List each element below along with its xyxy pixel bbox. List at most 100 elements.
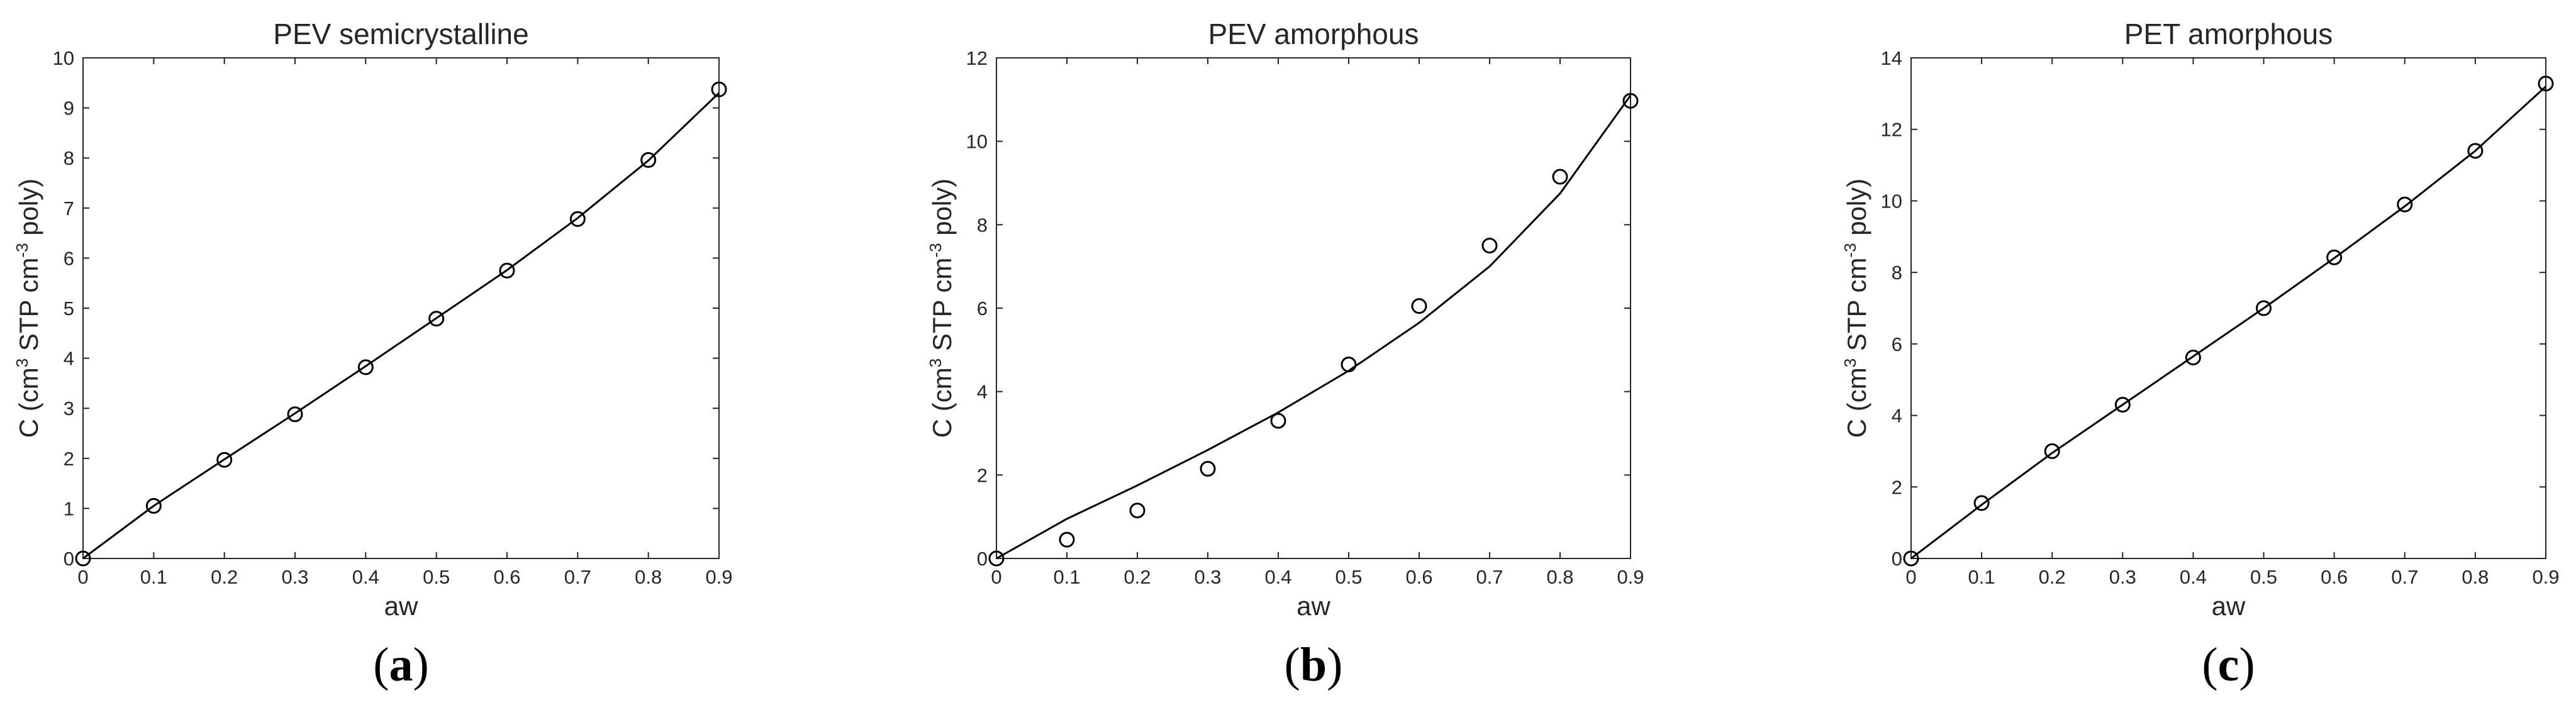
x-tick-label: 0.2	[1124, 566, 1151, 588]
x-tick-label: 0.1	[140, 566, 167, 588]
x-tick-label: 0	[991, 566, 1001, 588]
y-tick-label: 4	[64, 348, 74, 370]
data-point	[1200, 460, 1216, 477]
x-tick-label: 0	[1905, 566, 1916, 588]
y-axis-label: C (cm3 STP cm-3 poly)	[1841, 179, 1871, 438]
x-axis-label: aw	[384, 591, 418, 621]
y-tick-label: 2	[1892, 476, 1902, 498]
x-tick-label: 0.6	[493, 566, 520, 588]
panel-label: (c)	[2202, 638, 2255, 691]
fit-line	[996, 94, 1632, 560]
data-point	[2467, 143, 2484, 159]
x-tick-label: 0.3	[281, 566, 308, 588]
y-tick-label: 4	[1892, 405, 1902, 427]
data-point	[1622, 92, 1639, 109]
data-point	[988, 550, 1005, 567]
x-tick-label: 0.5	[423, 566, 450, 588]
data-point	[1129, 502, 1146, 519]
data-point	[287, 406, 303, 423]
y-tick-label: 10	[966, 131, 988, 153]
y-tick-label: 6	[64, 247, 74, 269]
y-tick-label: 8	[1892, 262, 1902, 284]
x-tick-label: 0.4	[352, 566, 379, 588]
x-tick-label: 0.4	[1264, 566, 1291, 588]
data-point	[1270, 413, 1286, 429]
data-point	[2044, 443, 2060, 459]
plot-frame	[1910, 57, 2546, 559]
y-tick-label: 2	[64, 448, 74, 470]
x-tick-label: 0.4	[2180, 566, 2207, 588]
y-tick-label: 12	[1881, 119, 1902, 141]
x-tick-label: 0.2	[2039, 566, 2066, 588]
data-point	[499, 262, 515, 279]
x-tick-label: 0.1	[1053, 566, 1080, 588]
chart-title: PET amorphous	[2124, 18, 2333, 50]
x-tick-label: 0.2	[211, 566, 238, 588]
data-point	[1552, 169, 1568, 185]
y-tick-label: 0	[64, 548, 74, 570]
x-tick-label: 0	[77, 566, 88, 588]
x-tick-label: 0.3	[2109, 566, 2136, 588]
y-tick-label: 6	[977, 297, 988, 319]
data-point	[640, 152, 657, 168]
y-tick-label: 10	[53, 47, 74, 69]
y-tick-label: 0	[977, 548, 988, 570]
y-tick-label: 9	[64, 97, 74, 119]
x-tick-label: 0.6	[2321, 566, 2348, 588]
data-point	[428, 311, 445, 327]
data-point	[711, 81, 727, 97]
y-tick-label: 2	[977, 464, 988, 486]
y-tick-label: 12	[966, 47, 988, 69]
x-tick-label: 0.1	[1968, 566, 1995, 588]
x-tick-label: 0.5	[2250, 566, 2277, 588]
fit-line	[82, 92, 720, 560]
plot-frame	[996, 57, 1631, 559]
data-point	[2185, 349, 2201, 365]
data-point	[357, 359, 374, 375]
x-tick-label: 0.9	[2532, 566, 2559, 588]
data-point	[2397, 196, 2413, 213]
x-tick-label: 0.8	[1546, 566, 1573, 588]
y-tick-label: 0	[1892, 548, 1902, 570]
data-point	[2538, 75, 2554, 92]
panel-label: (a)	[373, 638, 429, 691]
x-tick-label: 0.7	[564, 566, 591, 588]
x-tick-label: 0.7	[2391, 566, 2418, 588]
x-axis-label: aw	[1296, 591, 1330, 621]
x-tick-label: 0.3	[1194, 566, 1221, 588]
plot-frame	[82, 57, 720, 559]
y-tick-label: 10	[1881, 190, 1902, 212]
chart-title: PEV amorphous	[1208, 18, 1419, 50]
chart-panel-c: 0 0.1 0.2 0.3 0.4 0.5 0.6 0.7 0.8 0.9 0 2 4 6 8 10 12 14 P…	[1841, 18, 2560, 691]
data-point	[2326, 249, 2343, 265]
y-tick-label: 8	[977, 214, 988, 236]
y-tick-label: 8	[64, 147, 74, 169]
chart-title: PEV semicrystalline	[273, 18, 528, 50]
data-point	[75, 550, 91, 567]
data-point	[1059, 531, 1075, 548]
y-tick-label: 6	[1892, 333, 1902, 355]
x-tick-label: 0.8	[2462, 566, 2489, 588]
y-axis-label: C (cm3 STP cm-3 poly)	[926, 179, 957, 438]
data-point	[2114, 397, 2131, 413]
data-point	[216, 452, 233, 468]
data-point	[569, 211, 586, 227]
x-axis-label: aw	[2212, 591, 2246, 621]
panel-label: (b)	[1285, 638, 1343, 691]
y-tick-label: 5	[64, 297, 74, 319]
x-tick-label: 0.9	[1617, 566, 1644, 588]
x-tick-label: 0.6	[1405, 566, 1432, 588]
data-point	[1341, 357, 1357, 373]
chart-panel-b: 0 0.1 0.2 0.3 0.4 0.5 0.6 0.7 0.8 0.9 0 2 4 6 8 10 12 PEV…	[926, 18, 1644, 691]
data-point	[1903, 550, 1919, 567]
data-point	[145, 497, 162, 514]
y-tick-label: 3	[64, 397, 74, 419]
fit-line	[1910, 86, 2547, 560]
y-axis-label: C (cm3 STP cm-3 poly)	[13, 179, 43, 438]
x-tick-label: 0.8	[635, 566, 662, 588]
y-tick-label: 1	[64, 497, 74, 519]
y-tick-label: 7	[64, 197, 74, 219]
data-point	[2256, 300, 2272, 316]
x-tick-label: 0.7	[1476, 566, 1503, 588]
